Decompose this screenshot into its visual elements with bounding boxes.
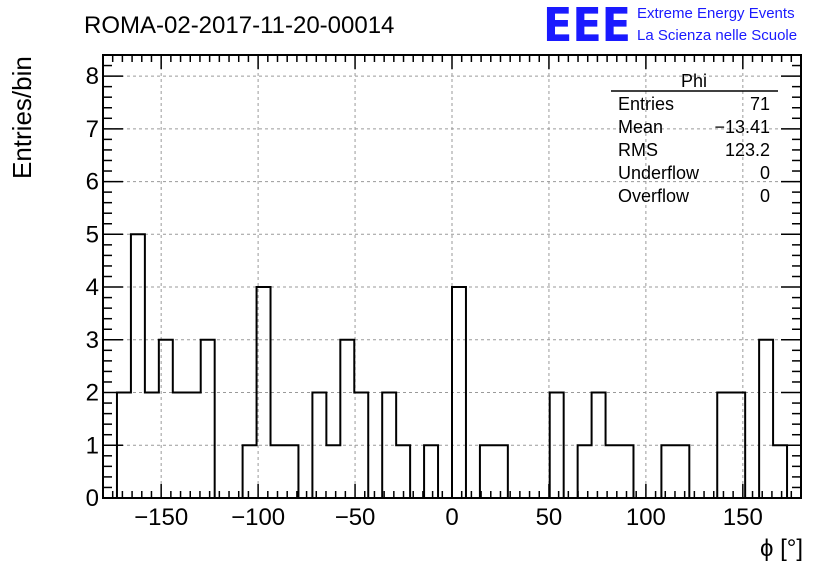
- run-title: ROMA-02-2017-11-20-00014: [84, 12, 394, 39]
- histogram-bin: [201, 340, 215, 498]
- stats-row-label: Underflow: [618, 163, 700, 183]
- histogram-bin: [480, 445, 494, 498]
- y-axis-title: Entries/bin: [7, 56, 37, 179]
- x-tick-label: −100: [231, 504, 285, 531]
- stats-row-label: RMS: [618, 140, 658, 160]
- stats-row-value: −13.41: [714, 117, 770, 137]
- x-axis-title: ϕ [°]: [760, 535, 803, 562]
- brand-line-1: Extreme Energy Events: [637, 5, 795, 22]
- histogram-bin: [759, 340, 773, 498]
- x-tick-label: 50: [536, 504, 563, 531]
- x-tick-label: 0: [445, 504, 458, 531]
- stats-row-label: Mean: [618, 117, 663, 137]
- stats-box-title: Phi: [681, 71, 707, 91]
- histogram-bin: [131, 234, 145, 498]
- brand-line-2: La Scienza nelle Scuole: [637, 27, 797, 44]
- histogram-bin: [494, 445, 508, 498]
- histogram-bin: [326, 445, 340, 498]
- histogram-bin: [257, 287, 271, 498]
- y-tick-label: 0: [86, 485, 99, 512]
- histogram-bin: [606, 445, 620, 498]
- histogram-bin: [382, 393, 396, 498]
- stats-row-value: 71: [750, 94, 770, 114]
- histogram-bin: [243, 445, 257, 498]
- stats-row-label: Entries: [618, 94, 674, 114]
- x-tick-label: −50: [335, 504, 376, 531]
- y-tick-label: 4: [86, 274, 99, 301]
- histogram-bin: [396, 445, 410, 498]
- histogram-outline: [103, 233, 801, 499]
- x-tick-label: 100: [626, 504, 666, 531]
- histogram-bin: [271, 445, 285, 498]
- stats-row-value: 0: [760, 163, 770, 183]
- stats-row-value: 0: [760, 186, 770, 206]
- histogram-bin: [284, 445, 298, 498]
- y-tick-labels: 0 1 2 3 4 5 6 7 8: [86, 63, 99, 512]
- histogram-bin: [661, 445, 675, 498]
- histogram-bars: [103, 233, 801, 499]
- y-tick-label: 5: [86, 221, 99, 248]
- stats-rows: Entries 71 Mean −13.41 RMS 123.2 Underflow 0 Ove…: [618, 94, 770, 206]
- stats-row-value: 123.2: [725, 140, 770, 160]
- axis-ticks: [103, 55, 801, 499]
- y-tick-label: 2: [86, 380, 99, 407]
- y-tick-label: 3: [86, 327, 99, 354]
- y-tick-label: 1: [86, 432, 99, 459]
- eee-logo: EEE: [543, 0, 631, 52]
- histogram-bin: [773, 445, 787, 498]
- stats-row-label: Overflow: [618, 186, 690, 206]
- histogram-bin: [340, 340, 354, 498]
- histogram-bin: [620, 445, 634, 498]
- y-tick-label: 6: [86, 169, 99, 196]
- x-tick-labels: −150 −100 −50 0 50 100 150: [134, 504, 763, 531]
- stats-box: Phi Entries 71 Mean −13.41 RMS 123.2 Underflow…: [611, 71, 778, 206]
- x-tick-label: 150: [723, 504, 763, 531]
- y-tick-label: 7: [86, 116, 99, 143]
- histogram-bin: [173, 393, 187, 498]
- histogram-bin: [578, 445, 592, 498]
- y-tick-label: 8: [86, 63, 99, 90]
- histogram-bin: [675, 445, 689, 498]
- histogram-bin: [424, 445, 438, 498]
- x-tick-label: −150: [134, 504, 188, 531]
